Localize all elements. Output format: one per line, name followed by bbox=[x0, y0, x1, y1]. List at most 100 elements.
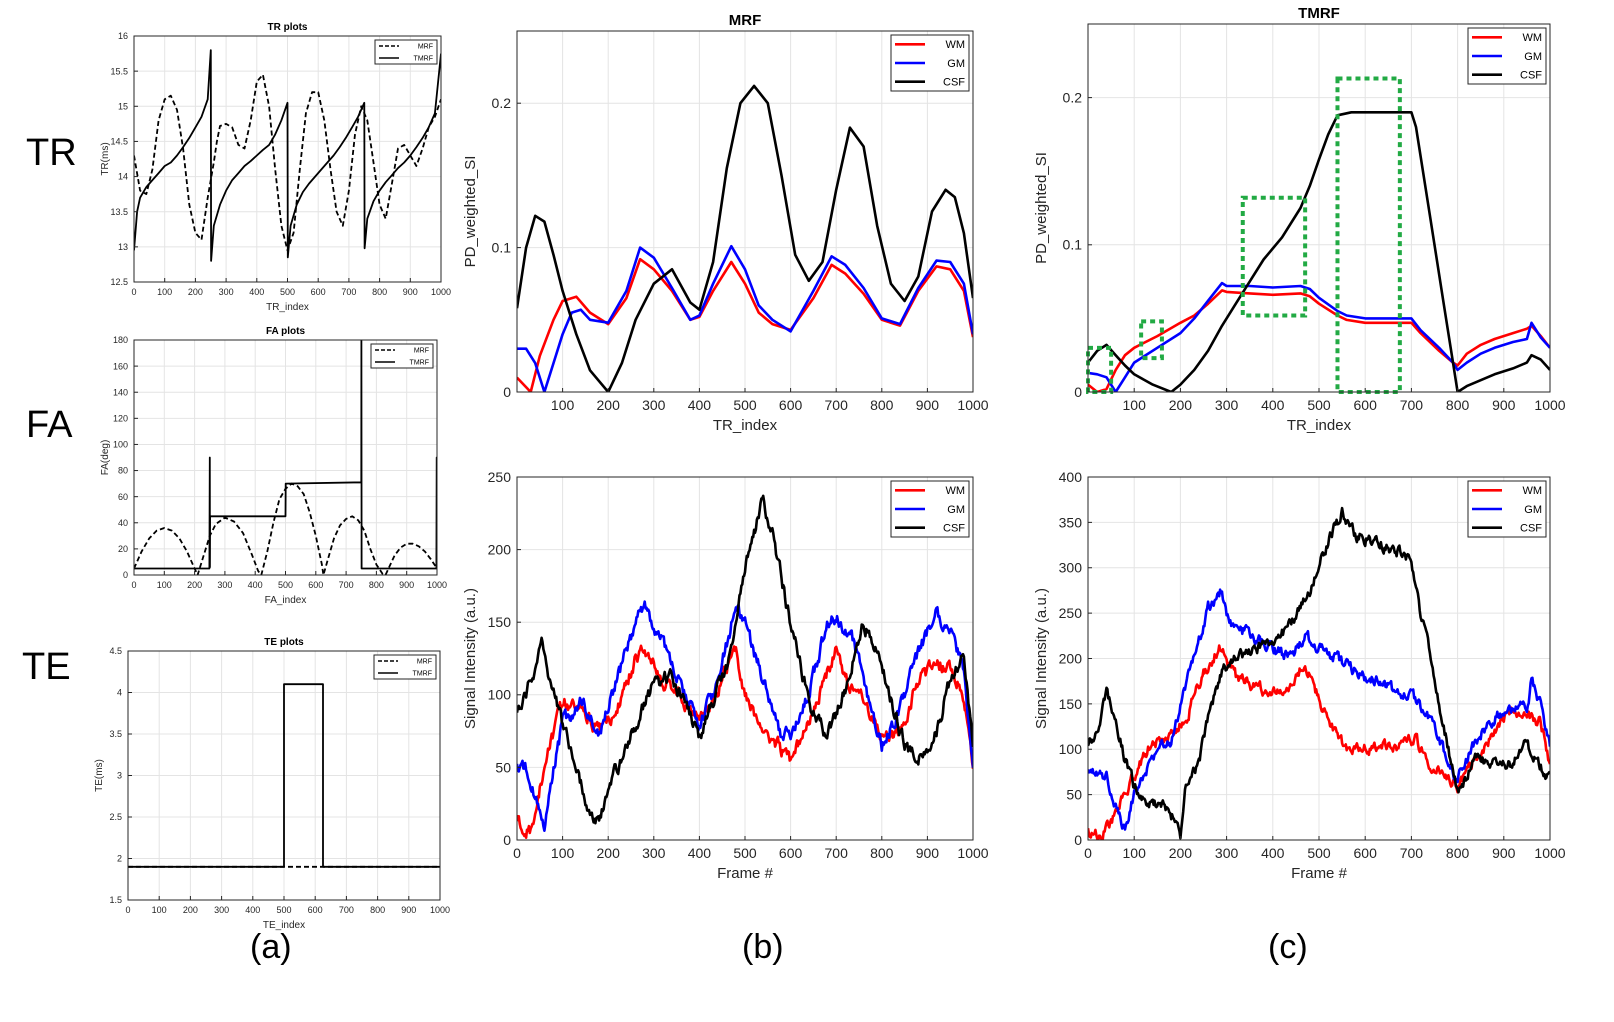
series-line-gm bbox=[1088, 588, 1550, 831]
y-tick-label: 200 bbox=[1059, 650, 1083, 666]
y-tick-label: 4.5 bbox=[109, 646, 122, 656]
x-tick-label: 100 bbox=[152, 905, 167, 915]
x-tick-label: 0 bbox=[131, 287, 136, 297]
x-tick-label: 100 bbox=[551, 397, 575, 413]
row-label-te: TE bbox=[22, 646, 71, 688]
x-tick-label: 100 bbox=[1123, 397, 1147, 413]
x-axis-label: FA_index bbox=[265, 595, 307, 606]
legend-entry: CSF bbox=[1520, 523, 1542, 535]
series-group bbox=[1088, 506, 1550, 840]
legend-entry: WM bbox=[1522, 485, 1542, 497]
x-tick-label: 1000 bbox=[957, 397, 988, 413]
chart-title: TR plots bbox=[268, 22, 308, 33]
y-tick-label: 250 bbox=[1059, 605, 1083, 621]
legend: WM GM CSF bbox=[890, 34, 970, 92]
y-tick-label: 150 bbox=[488, 614, 512, 630]
y-tick-label: 400 bbox=[1059, 469, 1083, 485]
y-tick-label: 100 bbox=[113, 440, 128, 450]
x-tick-label: 700 bbox=[1400, 845, 1424, 861]
y-axis-label: Signal Intensity (a.u.) bbox=[1033, 588, 1050, 729]
y-tick-label: 60 bbox=[118, 492, 128, 502]
x-tick-label: 100 bbox=[551, 845, 575, 861]
x-tick-label: 400 bbox=[245, 905, 260, 915]
legend-entry: GM bbox=[947, 58, 965, 70]
x-axis-label: TR_index bbox=[713, 417, 778, 434]
x-axis-label: Frame # bbox=[717, 865, 774, 882]
series-line-tmrf bbox=[128, 683, 440, 868]
x-tick-label: 600 bbox=[308, 905, 323, 915]
x-tick-label: 1000 bbox=[427, 580, 447, 590]
x-tick-label: 1000 bbox=[1534, 845, 1565, 861]
y-tick-label: 2 bbox=[117, 854, 122, 864]
y-tick-label: 40 bbox=[118, 518, 128, 528]
x-tick-label: 200 bbox=[597, 397, 621, 413]
row-label-fa: FA bbox=[26, 404, 73, 446]
y-tick-label: 15 bbox=[118, 101, 128, 111]
x-tick-label: 100 bbox=[1123, 845, 1147, 861]
x-tick-label: 500 bbox=[278, 580, 293, 590]
annotation-box bbox=[1139, 319, 1164, 361]
x-tick-label: 500 bbox=[280, 287, 295, 297]
chart-mrf_si: 0 100 200 300 400 500 600 700 800 900 1000 0 50 100 15… bbox=[462, 469, 989, 882]
legend-entry: TMRF bbox=[413, 670, 432, 677]
y-tick-label: 50 bbox=[1066, 787, 1082, 803]
x-tick-label: 800 bbox=[1446, 845, 1470, 861]
x-tick-label: 100 bbox=[157, 287, 172, 297]
y-tick-label: 15.5 bbox=[110, 66, 128, 76]
y-tick-label: 4 bbox=[117, 688, 122, 698]
legend-entry: WM bbox=[945, 39, 965, 51]
y-tick-label: 0.2 bbox=[1063, 90, 1083, 106]
row-label-tr: TR bbox=[26, 132, 77, 174]
annotation-box bbox=[1335, 76, 1402, 395]
x-tick-label: 200 bbox=[183, 905, 198, 915]
y-tick-label: 100 bbox=[488, 687, 512, 703]
y-tick-label: 0.1 bbox=[1063, 237, 1083, 253]
legend: WM GM CSF bbox=[890, 480, 970, 538]
series-line-tmrf bbox=[134, 340, 437, 570]
panel-label-b: (b) bbox=[742, 928, 784, 966]
x-tick-label: 200 bbox=[187, 580, 202, 590]
x-tick-label: 700 bbox=[341, 287, 356, 297]
series-line-csf bbox=[1088, 111, 1550, 392]
y-tick-label: 100 bbox=[1059, 741, 1083, 757]
chart-title: MRF bbox=[729, 12, 762, 29]
legend: MRF TMRF bbox=[370, 343, 434, 369]
x-tick-label: 600 bbox=[779, 397, 803, 413]
legend-entry: GM bbox=[1524, 51, 1542, 63]
series-line-wm bbox=[1088, 289, 1550, 392]
x-tick-label: 400 bbox=[688, 845, 712, 861]
y-tick-label: 0 bbox=[503, 832, 511, 848]
series-line-csf bbox=[517, 494, 973, 825]
x-tick-label: 800 bbox=[870, 397, 894, 413]
x-tick-label: 300 bbox=[642, 845, 666, 861]
x-tick-label: 800 bbox=[369, 580, 384, 590]
series-line-gm bbox=[1088, 281, 1550, 392]
legend-entry: CSF bbox=[1520, 70, 1542, 82]
chart-tmrf_si: 0 100 200 300 400 500 600 700 800 900 1000 0 50 100 15… bbox=[1033, 469, 1566, 882]
y-tick-label: 0.1 bbox=[492, 240, 512, 256]
x-tick-label: 200 bbox=[597, 845, 621, 861]
legend: WM GM CSF bbox=[1467, 480, 1547, 538]
x-tick-label: 900 bbox=[401, 905, 416, 915]
chart-mrf_pd: 100 200 300 400 500 600 700 800 900 1000 0 0.1 0.2 TR… bbox=[462, 12, 989, 434]
legend-entry: GM bbox=[947, 504, 965, 516]
y-axis-label: Signal Intensity (a.u.) bbox=[462, 588, 479, 729]
x-tick-label: 500 bbox=[733, 397, 757, 413]
x-tick-label: 900 bbox=[399, 580, 414, 590]
legend-box bbox=[370, 343, 434, 369]
x-tick-label: 0 bbox=[125, 905, 130, 915]
x-tick-label: 300 bbox=[1215, 845, 1239, 861]
y-tick-label: 80 bbox=[118, 466, 128, 476]
y-axis-label: TE(ms) bbox=[94, 759, 105, 792]
y-tick-label: 180 bbox=[113, 335, 128, 345]
x-tick-label: 300 bbox=[217, 580, 232, 590]
series-line-wm bbox=[517, 257, 973, 392]
y-tick-label: 14.5 bbox=[110, 137, 128, 147]
y-axis-label: PD_weighted_SI bbox=[462, 156, 479, 268]
y-tick-label: 250 bbox=[488, 469, 512, 485]
x-tick-label: 400 bbox=[248, 580, 263, 590]
y-tick-label: 0 bbox=[503, 384, 511, 400]
x-tick-label: 900 bbox=[916, 845, 940, 861]
x-tick-label: 0 bbox=[131, 580, 136, 590]
legend-entry: MRF bbox=[417, 658, 432, 665]
